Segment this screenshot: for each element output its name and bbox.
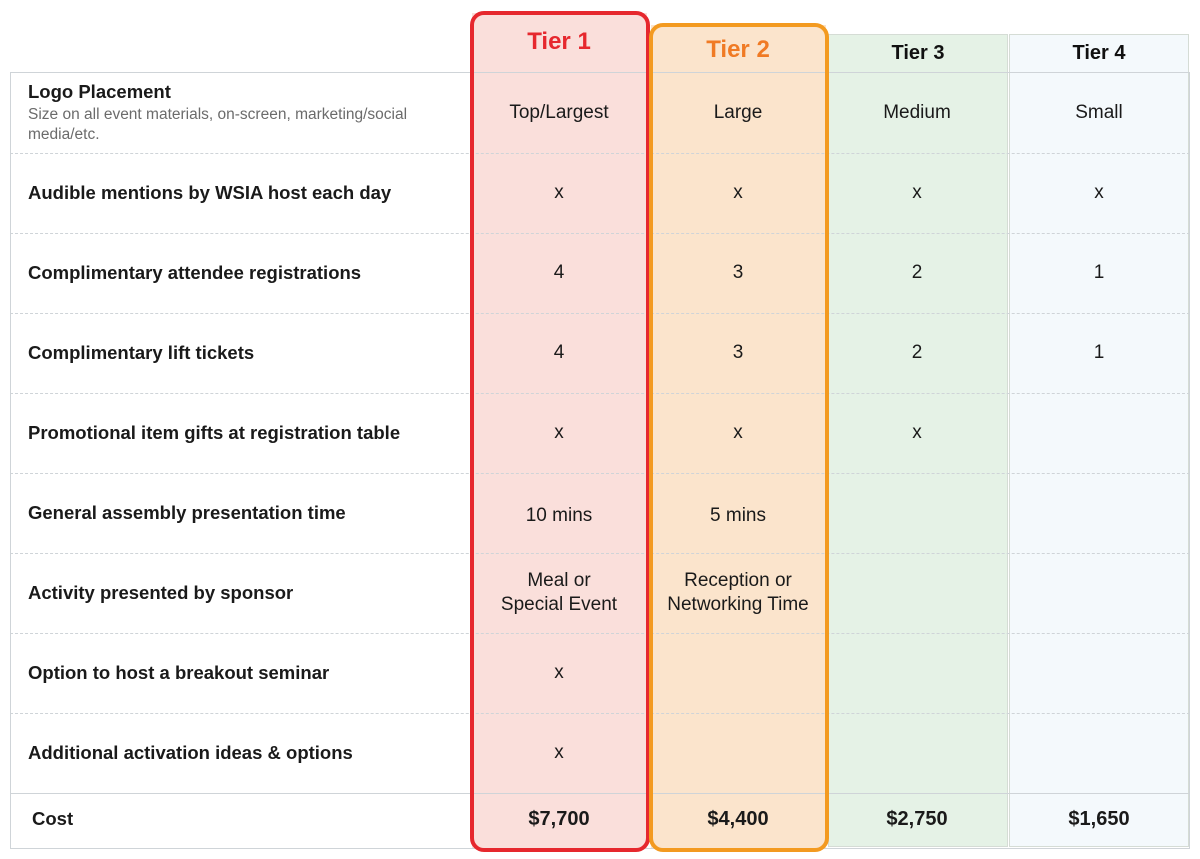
tier-2-cost: $4,400 (707, 808, 769, 830)
tier-2-value: Reception or Networking Time (667, 570, 809, 615)
tier-1-value: Meal or Special Event (500, 570, 618, 615)
tier-2-value: x (733, 182, 743, 203)
tier-1-header: Tier 1 (527, 28, 591, 55)
tier-1-value: 4 (553, 342, 565, 363)
tier-2-header: Tier 2 (706, 36, 770, 63)
tier-3-value (827, 713, 1007, 793)
tier-1-cost: $7,700 (528, 808, 590, 830)
tier-3-header: Tier 3 (891, 42, 945, 64)
tier-3-cost: $2,750 (886, 808, 948, 830)
tier-4-value (1009, 713, 1189, 793)
tier-1-value: x (554, 742, 564, 763)
table-row-audible-mentions: Audible mentions by WSIA host each day x… (10, 153, 1190, 234)
row-label-cell: Additional activation ideas & options (28, 713, 468, 793)
tier-3-value (827, 473, 1007, 553)
row-label-cell: Complimentary lift tickets (28, 313, 468, 393)
tier-3-value: x (912, 422, 922, 443)
row-label: General assembly presentation time (28, 502, 346, 523)
row-label-cell: Audible mentions by WSIA host each day (28, 153, 468, 233)
tier-4-value: 1 (1093, 342, 1105, 363)
table-row-presentation-time: General assembly presentation time 10 mi… (10, 473, 1190, 554)
row-label-cell: Activity presented by sponsor (28, 553, 468, 633)
tier-4-value: Small (1075, 102, 1123, 123)
tier-3-value: 2 (911, 342, 923, 363)
table-row-promotional-gifts: Promotional item gifts at registration t… (10, 393, 1190, 474)
tier-1-column (472, 13, 647, 849)
row-label-cell: Cost (28, 793, 468, 845)
row-label: Promotional item gifts at registration t… (28, 422, 401, 443)
tier-1-value: x (554, 662, 564, 683)
row-label: Audible mentions by WSIA host each day (28, 182, 392, 203)
tier-4-value (1009, 393, 1189, 473)
tier-1-value: 10 mins (525, 505, 593, 526)
tier-4-value: x (1094, 182, 1104, 203)
table-row-sponsored-activity: Activity presented by sponsor Meal or Sp… (10, 553, 1190, 634)
table-row-activation-ideas: Additional activation ideas & options x (10, 713, 1190, 794)
row-label-cell: General assembly presentation time (28, 473, 468, 553)
row-label-cell: Complimentary attendee registrations (28, 233, 468, 313)
tier-1-value: 4 (553, 262, 565, 283)
row-label: Complimentary lift tickets (28, 342, 255, 363)
cost-label: Cost (32, 808, 74, 829)
tier-4-cost: $1,650 (1068, 808, 1130, 830)
tier-3-value: x (912, 182, 922, 203)
table-row-logo-placement: Logo Placement Size on all event materia… (10, 73, 1190, 154)
row-label-cell: Option to host a breakout seminar (28, 633, 468, 713)
row-label: Complimentary attendee registrations (28, 262, 362, 283)
row-label-cell: Logo Placement Size on all event materia… (28, 73, 468, 153)
tier-4-value: 1 (1093, 262, 1105, 283)
tier-4-header: Tier 4 (1072, 42, 1126, 64)
row-label: Activity presented by sponsor (28, 582, 294, 603)
row-label-cell: Promotional item gifts at registration t… (28, 393, 468, 473)
tier-2-value: x (733, 422, 743, 443)
tier-2-value (648, 633, 828, 713)
tier-2-value: 3 (732, 262, 744, 283)
tier-2-value: 3 (732, 342, 744, 363)
tier-2-column (651, 25, 826, 849)
tier-1-value: x (554, 182, 564, 203)
tier-3-value (827, 633, 1007, 713)
table-row-attendee-registrations: Complimentary attendee registrations 4 3… (10, 233, 1190, 314)
tier-3-value (827, 553, 1007, 633)
tier-1-value: x (554, 422, 564, 443)
tier-4-value (1009, 473, 1189, 553)
table-row-lift-tickets: Complimentary lift tickets 4 3 2 1 (10, 313, 1190, 394)
tier-1-value: Top/Largest (509, 102, 609, 123)
tier-2-value: Large (713, 102, 763, 123)
tier-2-value: 5 mins (710, 505, 766, 526)
row-label: Logo Placement (28, 81, 171, 102)
table-row-cost: Cost $7,700 $4,400 $2,750 $1,650 (10, 793, 1190, 848)
tier-4-value (1009, 633, 1189, 713)
row-label: Additional activation ideas & options (28, 742, 353, 763)
tier-3-value: Medium (883, 102, 951, 123)
tier-4-value (1009, 553, 1189, 633)
tier-3-value: 2 (911, 262, 923, 283)
row-sublabel: Size on all event materials, on-screen, … (28, 106, 408, 143)
tier-4-column (1009, 34, 1189, 847)
tier-2-value (648, 713, 828, 793)
row-label: Option to host a breakout seminar (28, 662, 330, 683)
table-row-breakout-seminar: Option to host a breakout seminar x (10, 633, 1190, 714)
